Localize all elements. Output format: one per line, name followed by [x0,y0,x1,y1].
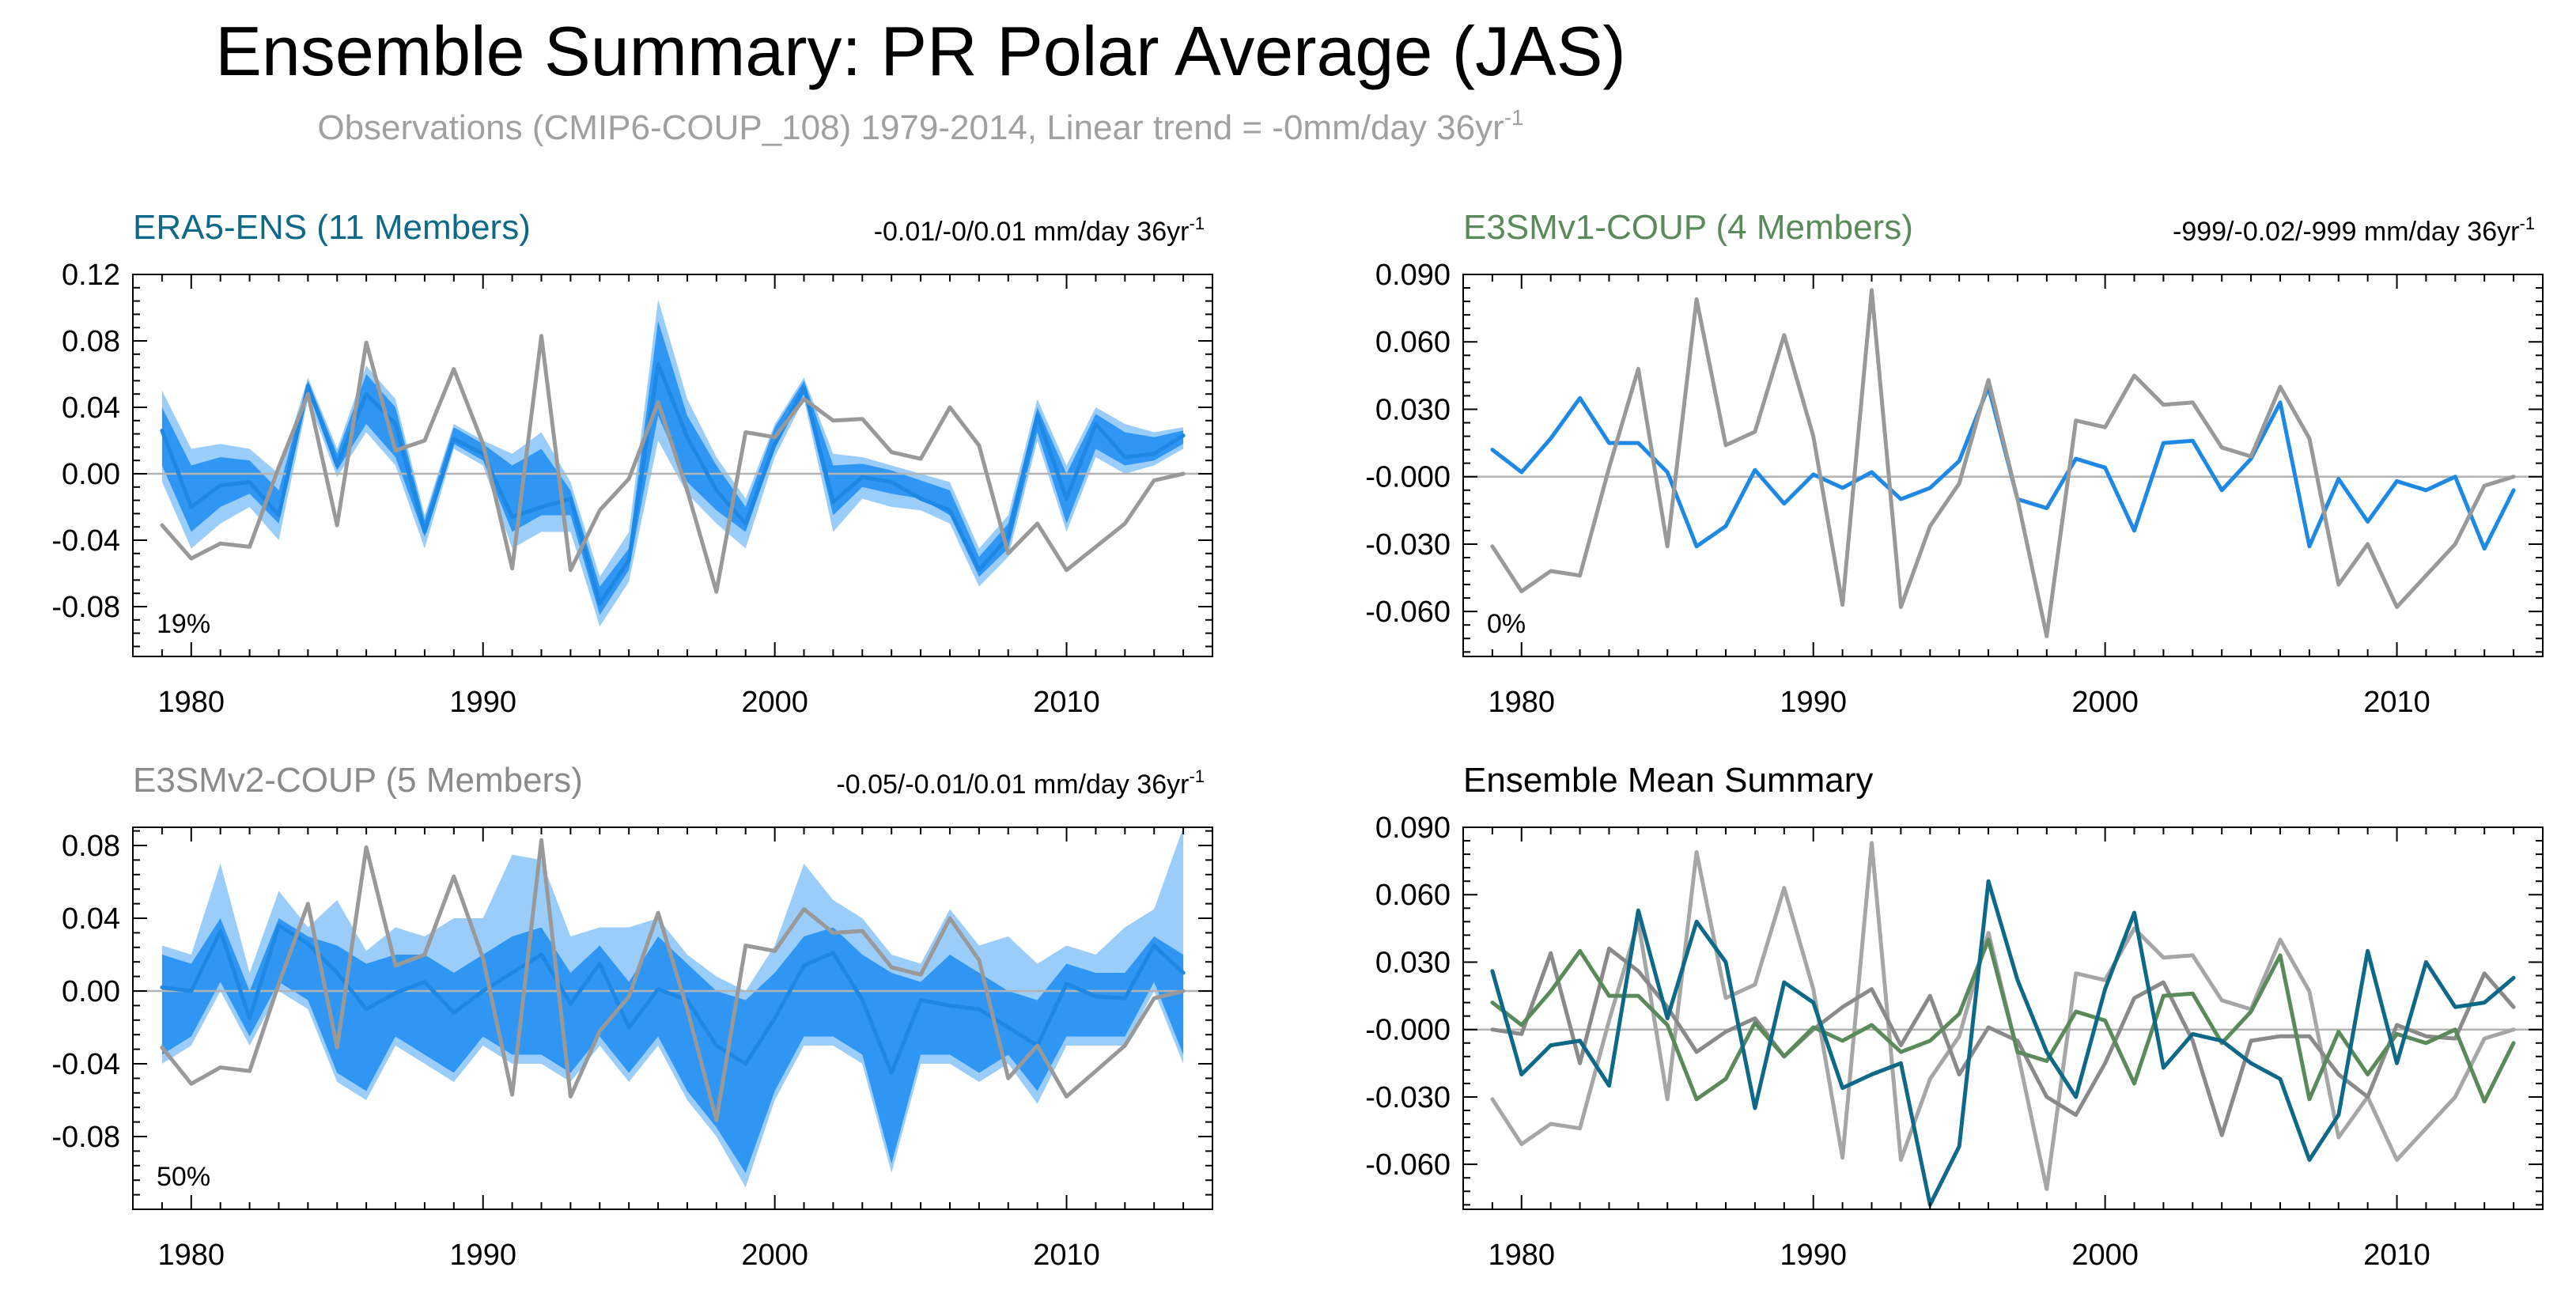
y-tick-label: -0.04 [51,1048,120,1081]
y-tick-label: -0.030 [1365,528,1451,562]
series-line-summary-2 [1490,937,2516,1104]
y-tick-label: 0.08 [62,325,120,358]
percent-label-e3smv2: 50% [157,1162,210,1192]
y-tick-label: 0.04 [62,902,120,936]
plot-frame-e3smv1 [1462,274,2544,657]
figure-subtitle-text: Observations (CMIP6-COUP_108) 1979-2014,… [317,108,1504,147]
panel-title-era5: ERA5-ENS (11 Members) [133,208,531,247]
chart-panel-era5: 1980 1990 2000 2010 -0.08 -0.04 0.00 0.04 0.08 0.… [51,208,1213,719]
y-tick-label: -0.000 [1365,1014,1451,1047]
x-tick-label: 2010 [2363,1239,2430,1272]
x-tick-label: 1990 [449,1239,516,1272]
y-tick-label: -0.060 [1365,1148,1451,1182]
series-line-era5-1 [160,334,1186,594]
x-tick-label: 1990 [449,686,516,719]
panels: 1980 1990 2000 2010 -0.08 -0.04 0.00 0.04 0.08 0.… [51,208,2544,1272]
series-line-e3smv1-1 [1490,288,2516,638]
band-inner-era5 [161,320,1184,615]
series-line-e3smv2-0 [160,923,1186,1075]
x-tick-label: 1990 [1780,1239,1847,1272]
y-tick-label: -0.08 [51,591,120,624]
x-tick-label: 2000 [2071,686,2139,719]
y-tick-label: 0.030 [1375,393,1451,426]
y-tick-label: -0.060 [1365,596,1451,629]
y-tick-label: -0.030 [1365,1081,1451,1114]
figure-title: Ensemble Summary: PR Polar Average (JAS) [215,12,1626,90]
panel-title-e3smv2: E3SMv2-COUP (5 Members) [133,761,583,800]
x-tick-label: 2010 [2363,686,2430,719]
series-line-e3smv2-1 [160,838,1186,1122]
y-tick-label: 0.030 [1375,946,1451,979]
y-tick-label: 0.090 [1375,811,1451,845]
x-tick-label: 2010 [1033,686,1100,719]
y-tick-label: 0.08 [62,830,120,863]
x-tick-label: 1980 [1488,686,1556,719]
plot-area-e3smv1 [1463,288,2543,638]
x-tick-label: 2010 [1033,1239,1100,1272]
plot-area-era5 [133,299,1212,627]
chart-panel-summary: 1980 1990 2000 2010 -0.060 -0.030 -0.000 0.030 0… [1365,761,2544,1272]
y-tick-label: 0.04 [62,392,120,425]
plot-frame-e3smv2 [132,826,1213,1210]
x-tick-label: 2000 [741,686,808,719]
x-tick-label: 1980 [1488,1239,1556,1272]
chart-panel-e3smv2: 1980 1990 2000 2010 -0.08 -0.04 0.00 0.04 0.08 E3… [51,761,1213,1272]
y-tick-label: -0.08 [51,1121,120,1154]
plot-area-e3smv2 [133,827,1212,1188]
trend-label-e3smv1: -999/-0.02/-999 mm/day 36yr-1 [2173,214,2535,247]
x-tick-label: 2000 [2071,1239,2139,1272]
y-tick-label: 0.00 [62,458,120,491]
x-tick-label: 1990 [1780,686,1847,719]
series-line-summary-3 [1490,879,2516,1207]
figure-subtitle-exponent: -1 [1504,105,1524,130]
plot-area-summary [1463,841,2543,1207]
trend-label-e3smv2: -0.05/-0.01/0.01 mm/day 36yr-1 [836,766,1205,800]
band-outer-era5 [161,299,1184,627]
y-tick-label: 0.090 [1375,259,1451,292]
trend-label-era5: -0.01/-0/0.01 mm/day 36yr-1 [874,214,1205,247]
panel-title-e3smv1: E3SMv1-COUP (4 Members) [1463,208,1913,247]
y-tick-label: 0.060 [1375,879,1451,912]
plot-frame-summary [1462,826,2544,1210]
y-tick-label: -0.04 [51,524,120,558]
plot-frame-era5 [132,274,1213,657]
panel-title-summary: Ensemble Mean Summary [1463,761,1873,800]
percent-label-e3smv1: 0% [1487,609,1526,639]
y-tick-label: 0.060 [1375,326,1451,359]
x-tick-label: 2000 [741,1239,808,1272]
x-tick-label: 1980 [158,1239,225,1272]
series-line-era5-0 [160,361,1186,606]
y-tick-label: 0.00 [62,975,120,1008]
series-line-summary-0 [1490,841,2516,1191]
x-tick-label: 1980 [158,686,225,719]
percent-label-era5: 19% [157,609,210,639]
y-tick-label: 0.12 [62,259,120,292]
y-tick-label: -0.000 [1365,461,1451,494]
band-inner-e3smv2 [161,918,1184,1173]
figure-subtitle: Observations (CMIP6-COUP_108) 1979-2014,… [317,105,1523,147]
chart-panel-e3smv1: 1980 1990 2000 2010 -0.060 -0.030 -0.000 0.030 0… [1365,208,2544,719]
